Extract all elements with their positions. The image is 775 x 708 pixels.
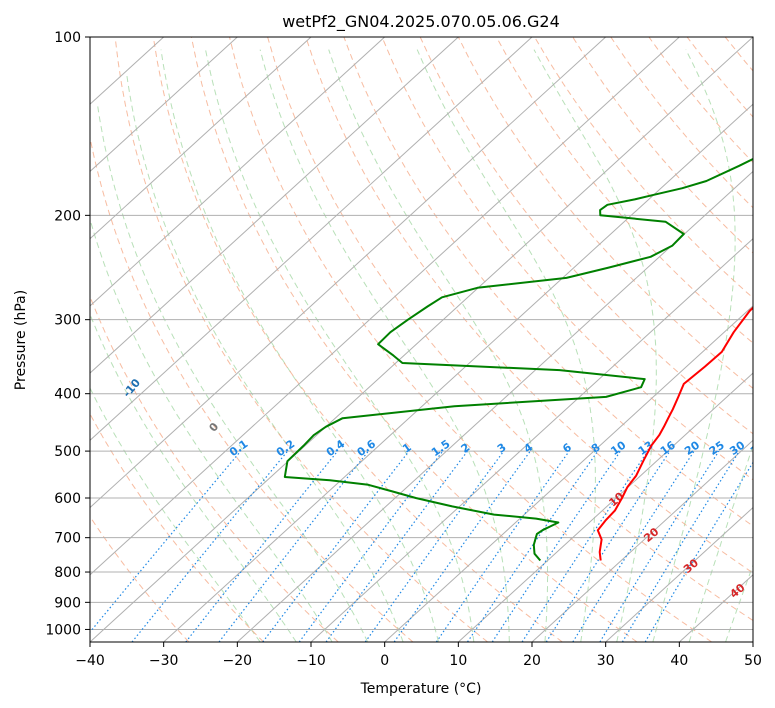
x-tick-label: 0: [380, 653, 389, 669]
x-tick-label: −40: [75, 653, 105, 669]
isotherm-line: [90, 37, 312, 240]
isotherm-line: [163, 103, 753, 642]
mixing-ratio-line: [185, 450, 339, 642]
moist-adiabat: [97, 104, 369, 642]
isotherm-line: [90, 37, 386, 307]
dry-adiabat: [114, 37, 488, 642]
mixing-ratio-line: [572, 450, 695, 642]
mixing-ratio-line: [364, 450, 505, 642]
y-tick-label: 100: [54, 30, 81, 46]
mixing-ratio-lines: [90, 450, 753, 642]
dry-adiabat: [229, 37, 712, 642]
chart-title: wetPf2_GN04.2025.070.05.06.G24: [282, 12, 560, 32]
pressure-gridlines: [90, 37, 753, 630]
dewpoint-profile-line: [283, 157, 753, 562]
y-tick-label: 300: [54, 313, 81, 329]
x-tick-label: 10: [449, 653, 467, 669]
mixing-ratio-line: [621, 450, 740, 642]
y-tick-label: 500: [54, 444, 81, 460]
dry-adiabat: [305, 37, 753, 574]
isotherm-line: [90, 37, 680, 576]
isotherm-line: [531, 439, 753, 642]
mixing-ratio-line: [262, 450, 410, 642]
x-axis-label: Temperature (°C): [360, 681, 482, 697]
temperature-profile-line: [596, 306, 753, 561]
x-tick-label: −10: [296, 653, 326, 669]
dry-adiabat: [534, 37, 753, 299]
x-tick-label: 50: [744, 653, 762, 669]
mixing-ratio-line: [393, 450, 531, 642]
profile-series: [283, 157, 753, 562]
isotherm-line: [90, 37, 238, 173]
dry-adiabat: [457, 37, 753, 389]
mixing-ratio-line: [521, 450, 649, 642]
y-tick-label: 200: [54, 208, 81, 224]
plot-frame: [89, 36, 754, 643]
dry-adiabat: [190, 37, 638, 642]
x-tick-label: −20: [223, 653, 253, 669]
mixing-ratio-line: [298, 450, 444, 642]
moist-adiabat: [90, 387, 261, 642]
mixing-ratio-line: [435, 450, 570, 642]
dry-adiabat: [343, 37, 753, 527]
moist-adiabat: [652, 49, 736, 642]
moist-adiabat: [259, 49, 510, 642]
y-tick-label: 400: [54, 387, 81, 403]
dry-adiabat: [90, 135, 414, 642]
axis-ticks: −40 −30 −20 −10 0 10 20 30 40 50 1000 900 800 700 600 5…: [45, 30, 762, 669]
mixing-ratio-line: [325, 450, 468, 642]
isotherm-line: [457, 372, 753, 642]
dry-adiabat: [90, 412, 264, 642]
y-tick-label: 900: [54, 595, 81, 611]
plot-clip-group: 0.10.20.40.611.52346810131620253036-100-…: [90, 37, 768, 642]
x-tick-label: 20: [523, 653, 541, 669]
moist-adiabat: [126, 72, 404, 642]
mixing-ratio-line: [545, 450, 671, 642]
moist-adiabat: [725, 563, 753, 642]
isotherm-line: [90, 37, 753, 642]
moist-adiabat: [160, 49, 439, 642]
isotherm-line: [90, 37, 459, 374]
y-tick-label: 1000: [45, 622, 81, 638]
dry-adiabat: [90, 515, 190, 642]
moist-adiabat: [205, 49, 475, 642]
isotherm-line: [605, 506, 753, 642]
mixing-ratio-line: [90, 450, 242, 633]
isotherms: [90, 37, 753, 642]
moist-adiabat: [688, 444, 753, 642]
dry-adiabat: [419, 37, 753, 435]
mixing-ratio-line: [131, 450, 289, 642]
isotherm-line: [90, 37, 607, 509]
isotherm-line: [236, 170, 753, 642]
dry-adiabat: [267, 37, 753, 622]
moist-adiabat: [328, 49, 549, 642]
dry-adiabat: [152, 37, 563, 642]
x-tick-label: 40: [670, 653, 688, 669]
mixing-ratio-line: [466, 450, 599, 642]
mixing-ratio-line: [491, 450, 621, 642]
isotherm-line: [90, 37, 533, 442]
dry-adiabat: [495, 37, 753, 344]
y-tick-label: 800: [54, 565, 81, 581]
moist-adiabat: [90, 217, 333, 642]
y-tick-label: 600: [54, 491, 81, 507]
isotherm-line: [384, 305, 753, 642]
x-tick-label: 30: [597, 653, 615, 669]
isotherm-line: [310, 237, 753, 642]
y-axis-label: Pressure (hPa): [13, 290, 29, 390]
x-tick-label: −30: [149, 653, 179, 669]
mixing-ratio-label: 36: [748, 438, 768, 458]
y-tick-label: 700: [54, 531, 81, 547]
